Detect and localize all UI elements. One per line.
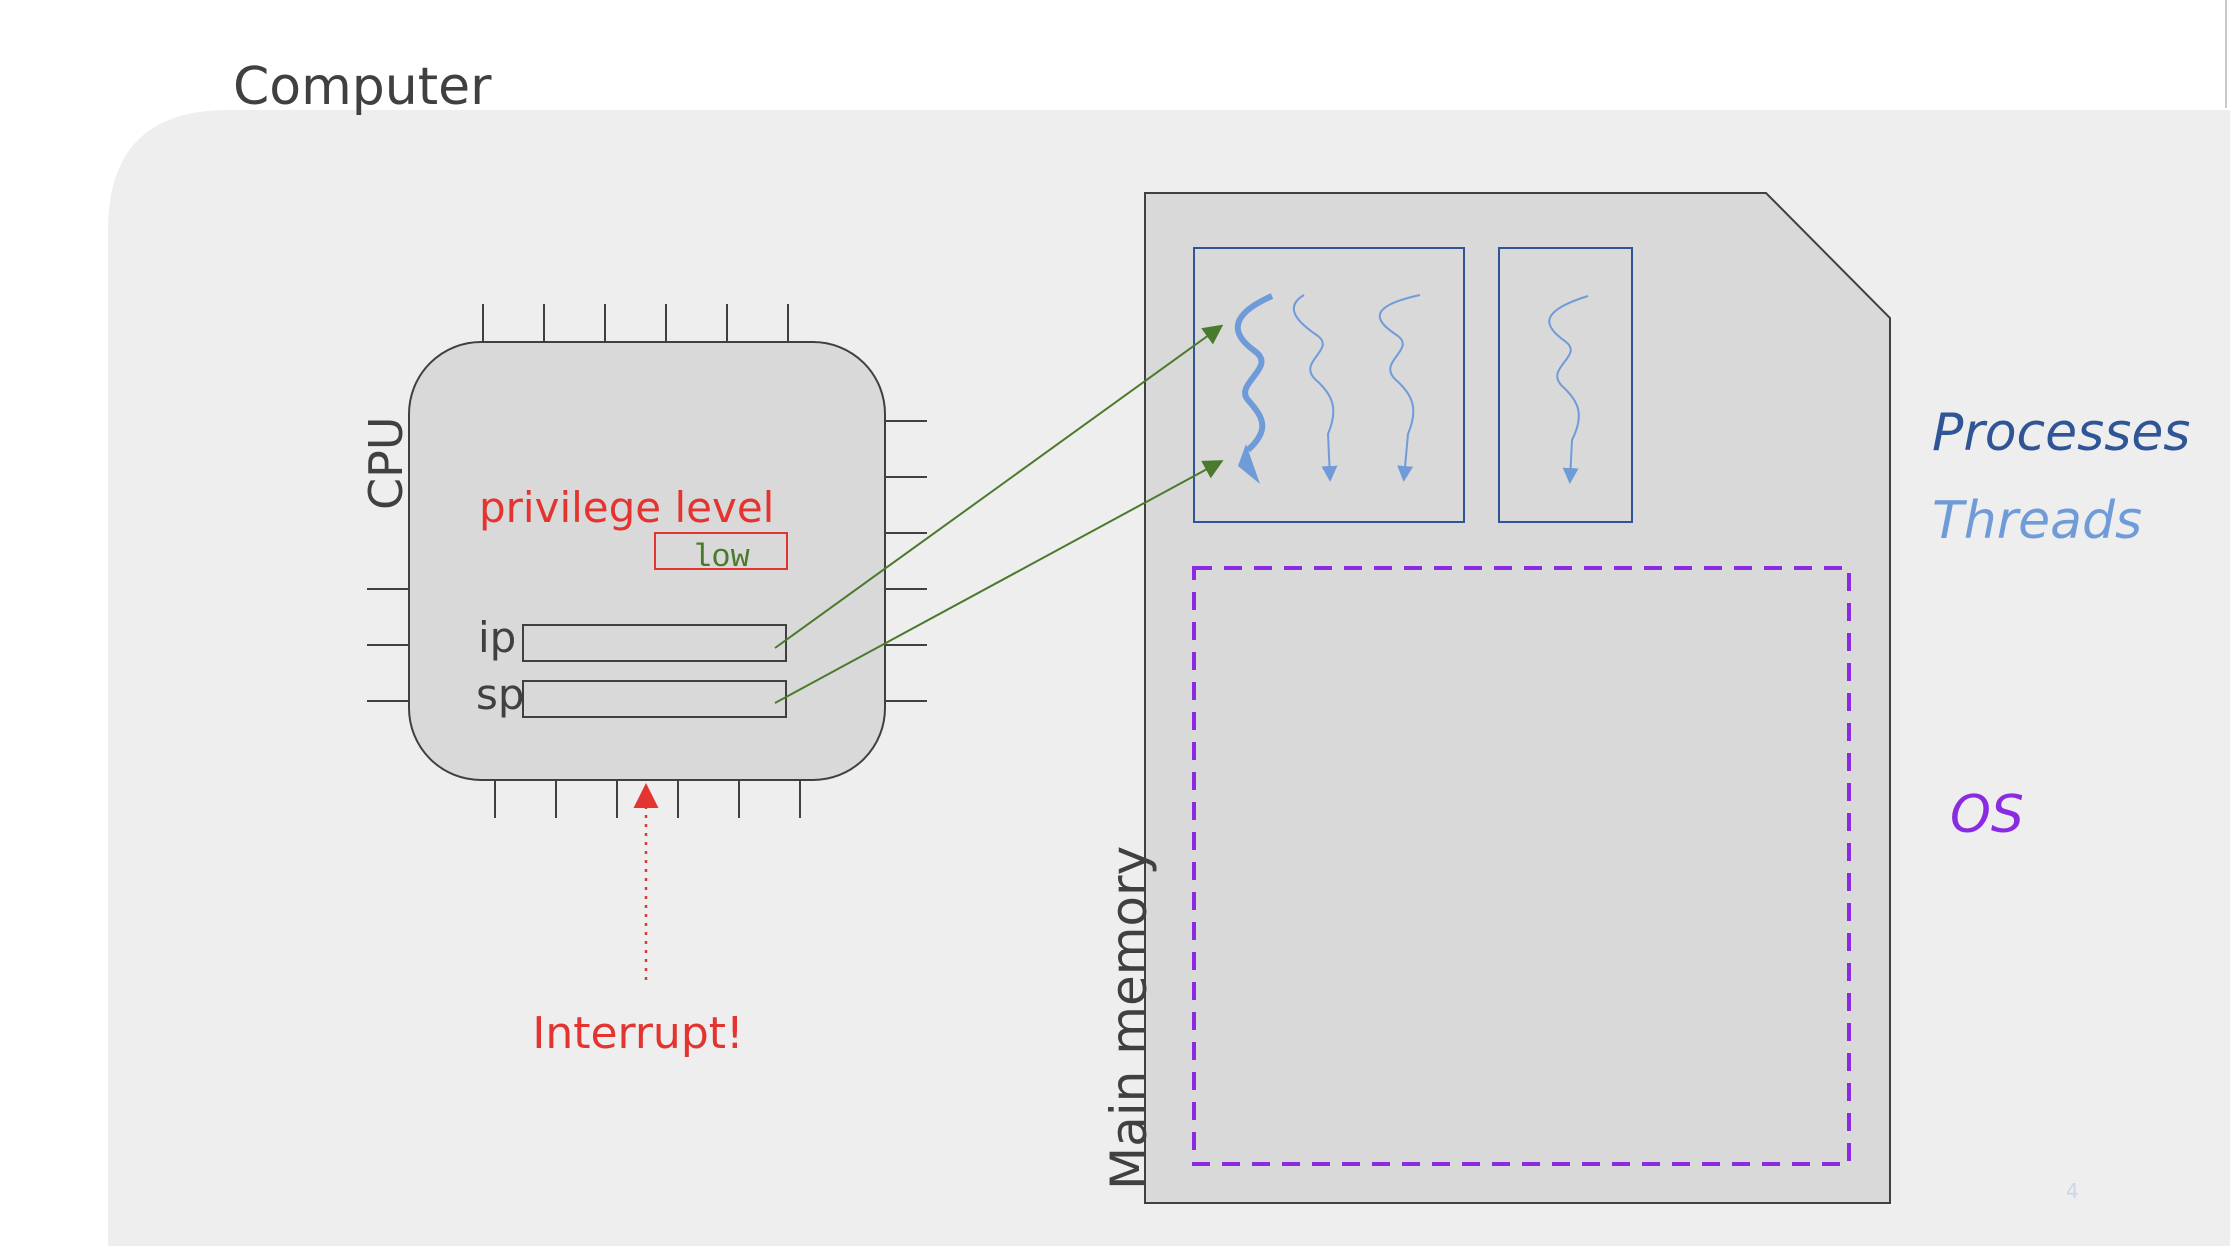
thread-active-arrowhead [1238,444,1260,484]
cpu-chip [367,304,927,818]
legend-threads: Threads [1932,491,2142,551]
process-box-2 [1498,247,1633,523]
thread-squiggle-2 [1378,294,1421,482]
os-region [1192,566,1851,1166]
privilege-level-label: privilege level [479,483,774,532]
ip-register [522,624,787,662]
interrupt-label: Interrupt! [532,1008,743,1059]
main-memory-label: Main memory [1100,846,1158,1190]
legend-processes: Processes [1932,403,2190,463]
thread-squiggle-3 [1548,295,1589,484]
thread-active-squiggle [1234,293,1274,453]
process-box-1 [1193,247,1465,523]
sp-register [522,680,787,718]
cpu-label: CPU [359,416,413,510]
ip-pointer-arrow [774,324,1224,649]
slide-title: Computer [233,57,492,117]
ip-label: ip [478,613,516,662]
thread-squiggle-1 [1292,294,1338,482]
legend-os: OS [1950,785,2024,845]
main-memory-block [1144,192,1891,1204]
page-number: 4 [2066,1179,2079,1203]
privilege-level-box [654,532,788,570]
sp-pointer-arrow [774,460,1224,704]
sp-label: sp [476,670,525,719]
privilege-level-value: low [692,539,750,576]
